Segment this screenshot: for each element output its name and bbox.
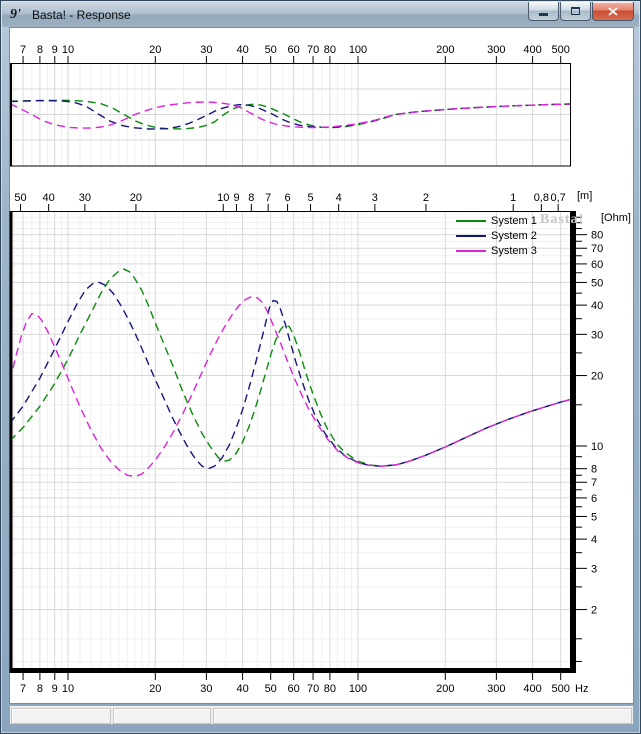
status-panel: [213, 708, 632, 724]
frequency-unit-label: Hz: [575, 683, 589, 695]
system-2-line-swatch: [456, 234, 486, 237]
bass-clef-icon: 9': [10, 6, 21, 22]
maximize-button[interactable]: [560, 2, 591, 21]
impedance-unit-label: [Ohm]: [601, 212, 631, 224]
legend-label: System 3: [491, 244, 537, 257]
legend-item-system-3: System 3: [456, 243, 537, 258]
title-bar[interactable]: 9' Basta! - Response: [2, 2, 639, 27]
window-title: Basta! - Response: [32, 7, 131, 22]
legend-label: System 2: [491, 229, 537, 242]
window-controls: [527, 2, 634, 21]
minimize-button[interactable]: [528, 2, 559, 21]
status-bar: [9, 705, 634, 725]
maximize-icon: [571, 7, 580, 15]
chart-client-area: [9, 27, 634, 704]
legend-item-system-1: System 1: [456, 213, 537, 228]
system-1-line-swatch: [456, 219, 486, 222]
legend-label: System 1: [491, 214, 537, 227]
close-icon: [608, 6, 618, 16]
system-3-line-swatch: [456, 249, 486, 252]
status-panel: [113, 708, 211, 724]
wavelength-unit-label: [m]: [577, 190, 593, 202]
legend: System 1 System 2 System 3: [456, 213, 537, 258]
status-panel: [11, 708, 111, 724]
legend-item-system-2: System 2: [456, 228, 537, 243]
close-button[interactable]: [592, 2, 634, 21]
minimize-icon: [539, 13, 548, 16]
basta-watermark: Basta!: [540, 212, 585, 227]
